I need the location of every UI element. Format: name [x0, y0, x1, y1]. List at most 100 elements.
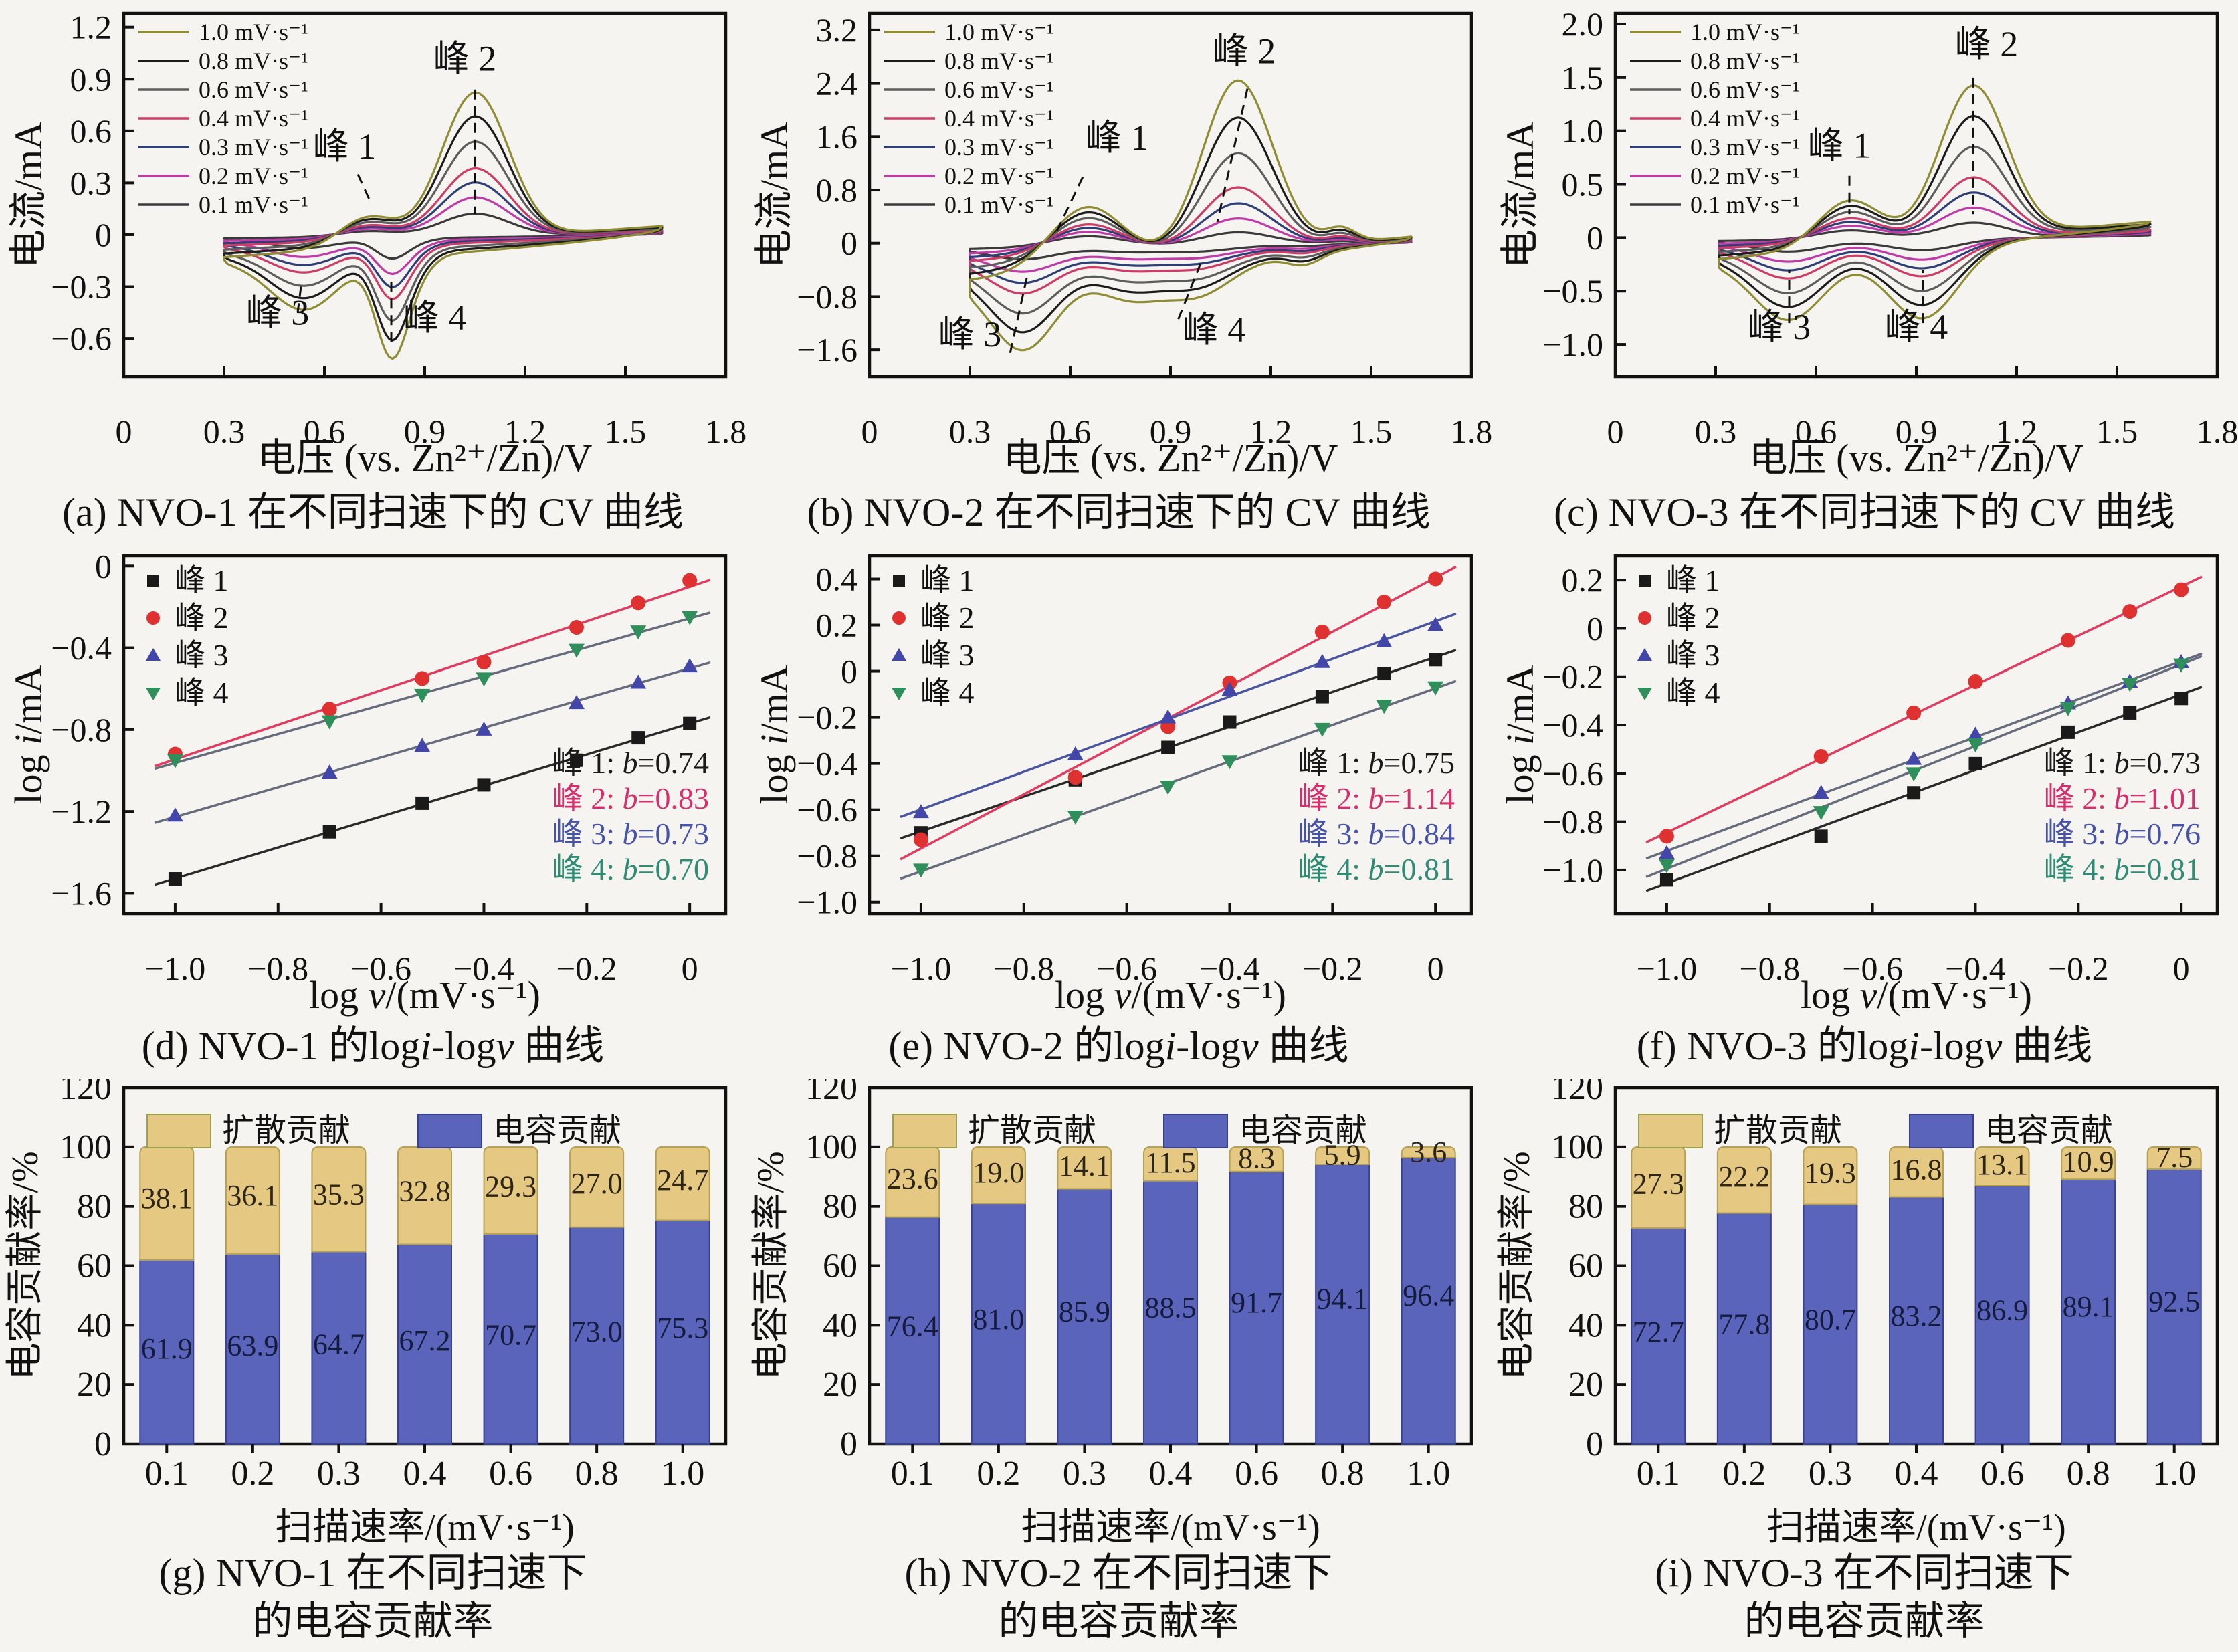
svg-text:−0.2: −0.2 — [556, 950, 617, 987]
svg-text:−0.4: −0.4 — [1199, 950, 1260, 987]
svg-text:100: 100 — [60, 1128, 112, 1166]
svg-text:电流/mA: 电流/mA — [752, 122, 796, 268]
panel-e: 0.4 0.2 0 −0.2 −0.4 −0.6 −0.8 −1.0 −1.0 −0.8 −0.6 −… — [746, 546, 1492, 1070]
svg-text:40: 40 — [77, 1306, 112, 1344]
caption-f-part: i — [1908, 1024, 1920, 1068]
caption-a: (a) NVO-1 在不同扫速下的 CV 曲线 — [62, 490, 684, 534]
axes: 0.2 0 −0.2 −0.4 −0.6 −0.8 −1.0 −1.0 −0.8 −0.6 −0.4… — [1498, 554, 2219, 1017]
svg-text:120: 120 — [805, 1079, 857, 1107]
svg-text:0: 0 — [95, 547, 112, 585]
svg-text:峰 3: 峰 3 — [1666, 638, 1720, 672]
svg-text:0.6: 0.6 — [1795, 413, 1837, 450]
svg-text:−1.0: −1.0 — [1637, 950, 1698, 987]
scan-rate-legend: 1.0 mV·s⁻¹0.8 mV·s⁻¹0.6 mV·s⁻¹0.4 mV·s⁻¹… — [884, 19, 1054, 218]
svg-text:91.7: 91.7 — [1231, 1286, 1282, 1319]
svg-text:2.0: 2.0 — [1562, 5, 1604, 43]
svg-text:0.6: 0.6 — [1980, 1455, 2024, 1493]
svg-text:0: 0 — [840, 1425, 857, 1463]
caption-d-part: i — [420, 1024, 431, 1068]
svg-text:−0.4: −0.4 — [453, 950, 514, 987]
svg-text:1.0: 1.0 — [1562, 112, 1604, 150]
svg-text:35.3: 35.3 — [313, 1178, 365, 1211]
caption-e-part: -log — [1176, 1024, 1241, 1068]
svg-text:−0.8: −0.8 — [993, 950, 1054, 987]
svg-text:峰 1: b=0.74: 峰 1: b=0.74 — [552, 746, 709, 780]
axes: 0 20 40 60 80 100 120 扫描速率/(mV·s⁻¹) 电容贡献率/% — [1496, 1079, 2219, 1548]
svg-text:36.1: 36.1 — [227, 1179, 278, 1212]
svg-text:13.1: 13.1 — [1976, 1148, 2028, 1181]
peak-legend: 峰 1 峰 2峰 3 峰 4 — [892, 563, 975, 710]
svg-text:−0.8: −0.8 — [247, 950, 308, 987]
svg-text:峰 2: 峰 2 — [1955, 24, 2019, 64]
svg-text:0.3: 0.3 — [70, 164, 112, 201]
svg-text:80: 80 — [77, 1188, 112, 1226]
svg-text:峰 4: 峰 4 — [1885, 307, 1948, 347]
svg-text:3.6: 3.6 — [1410, 1136, 1447, 1168]
svg-text:0.6 mV·s⁻¹: 0.6 mV·s⁻¹ — [1690, 76, 1800, 103]
svg-text:扫描速率/(mV·s⁻¹): 扫描速率/(mV·s⁻¹) — [275, 1507, 575, 1548]
caption-f-part: v — [1984, 1024, 2003, 1068]
svg-text:峰 4: 峰 4 — [1666, 676, 1720, 710]
svg-text:−1.6: −1.6 — [797, 331, 857, 369]
svg-text:1.0 mV·s⁻¹: 1.0 mV·s⁻¹ — [199, 19, 308, 45]
svg-text:0.2 mV·s⁻¹: 0.2 mV·s⁻¹ — [944, 163, 1054, 189]
svg-text:峰 4: 峰 4 — [1183, 310, 1246, 350]
panel-a: 1.2 0.9 0.6 0.3 0 −0.3 −0.6 0 0.3 0.6 0.9 1.2 1.5 1.8… — [0, 5, 746, 536]
svg-text:92.5: 92.5 — [2148, 1285, 2200, 1318]
svg-text:100: 100 — [805, 1128, 857, 1166]
axes: 2.0 1.5 1.0 0.5 0 −0.5 −1.0 0 0.3 0.6 0.9 1.2 1.5 1.8… — [1498, 5, 2237, 480]
caption-d-part: -log — [431, 1024, 496, 1068]
svg-text:0.8: 0.8 — [816, 171, 858, 209]
svg-text:电压 (vs. Zn²⁺/Zn)/V: 电压 (vs. Zn²⁺/Zn)/V — [1749, 436, 2084, 480]
svg-text:log i/mA: log i/mA — [752, 665, 796, 804]
caption-c: (c) NVO-3 在不同扫速下的 CV 曲线 — [1554, 490, 2175, 534]
svg-text:−0.5: −0.5 — [1542, 272, 1603, 310]
caption-i: (i) NVO-3 在不同扫速下 的电容贡献率 — [1492, 1549, 2237, 1645]
svg-text:0.1: 0.1 — [891, 1455, 934, 1493]
svg-text:77.8: 77.8 — [1718, 1308, 1770, 1340]
svg-text:16.8: 16.8 — [1891, 1153, 1942, 1186]
svg-text:27.3: 27.3 — [1633, 1167, 1684, 1200]
svg-text:log i/mA: log i/mA — [1498, 665, 1542, 804]
stacked-bars: 76.4 23.6 0.1 81.0 19.0 0.2 85.9 14.1 0.3 88.5 11.… — [885, 1136, 1456, 1493]
svg-text:85.9: 85.9 — [1059, 1296, 1110, 1328]
peak-annotations: 峰 1 峰 2 峰 3 峰 4 — [1748, 24, 2019, 347]
caption-d-part: 曲线 — [514, 1024, 605, 1068]
axes: 0 −0.4 −0.8 −1.2 −1.6 −1.0 −0.8 −0.6 −0.4 −0.2 0 lo… — [7, 547, 728, 1017]
svg-text:−1.6: −1.6 — [51, 874, 112, 912]
svg-text:1.0: 1.0 — [2152, 1455, 2196, 1493]
panel-g: 0 20 40 60 80 100 120 扫描速率/(mV·s⁻¹) 电容贡献率/% 61.9 3… — [0, 1079, 746, 1645]
caption-g-line2: 的电容贡献率 — [252, 1599, 494, 1643]
svg-text:61.9: 61.9 — [141, 1332, 193, 1365]
svg-text:1.0: 1.0 — [661, 1455, 704, 1493]
svg-text:63.9: 63.9 — [227, 1329, 278, 1362]
svg-text:0.2: 0.2 — [816, 607, 858, 644]
peak-legend: 峰 1 峰 2峰 3 峰 4 — [1637, 563, 1720, 710]
svg-text:log v/(mV·s⁻¹): log v/(mV·s⁻¹) — [1801, 973, 2032, 1017]
svg-text:峰 1: 峰 1 — [175, 563, 229, 597]
svg-text:0.4: 0.4 — [403, 1455, 447, 1493]
svg-text:峰 2: 峰 2 — [433, 38, 497, 78]
svg-text:0.3 mV·s⁻¹: 0.3 mV·s⁻¹ — [944, 134, 1054, 161]
caption-i-line1: (i) NVO-3 在不同扫速下 — [1655, 1551, 2074, 1595]
svg-text:−0.3: −0.3 — [51, 268, 112, 306]
svg-text:峰 2: 峰 2 — [175, 601, 229, 635]
svg-text:0.9: 0.9 — [1150, 413, 1192, 450]
svg-text:0: 0 — [841, 225, 857, 262]
svg-text:0.2 mV·s⁻¹: 0.2 mV·s⁻¹ — [199, 163, 308, 189]
svg-text:1.5: 1.5 — [1350, 413, 1393, 450]
svg-text:0.4: 0.4 — [1149, 1455, 1193, 1493]
svg-text:0.4 mV·s⁻¹: 0.4 mV·s⁻¹ — [944, 105, 1054, 132]
panel-i: 0 20 40 60 80 100 120 扫描速率/(mV·s⁻¹) 电容贡献率/% 72.7 2… — [1492, 1079, 2237, 1645]
b-values: 峰 1: b=0.75峰 2: b=1.14峰 3: b=0.84峰 4: b=… — [1298, 746, 1455, 886]
b-values: 峰 1: b=0.74峰 2: b=0.83峰 3: b=0.73峰 4: b=… — [552, 746, 709, 886]
series — [1645, 575, 2203, 892]
svg-text:峰 1: b=0.75: 峰 1: b=0.75 — [1298, 746, 1455, 780]
svg-text:0.3 mV·s⁻¹: 0.3 mV·s⁻¹ — [199, 134, 308, 161]
svg-text:1.8: 1.8 — [705, 413, 746, 450]
svg-text:0.3: 0.3 — [949, 413, 991, 450]
svg-text:20: 20 — [823, 1366, 857, 1404]
contribution-bars-nvo1: 0 20 40 60 80 100 120 扫描速率/(mV·s⁻¹) 电容贡献率/% 61.9 3… — [5, 1079, 728, 1548]
svg-text:0.6: 0.6 — [304, 413, 346, 450]
svg-text:0.3: 0.3 — [203, 413, 245, 450]
